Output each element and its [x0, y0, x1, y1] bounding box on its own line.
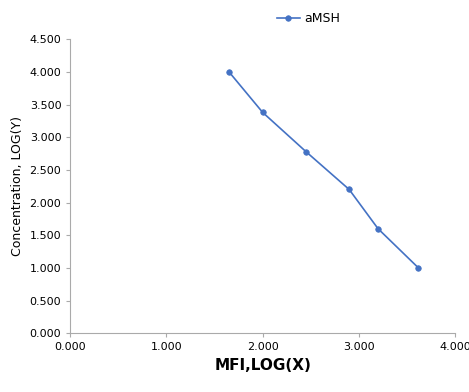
aMSH	[346, 187, 352, 192]
aMSH	[303, 149, 309, 154]
aMSH	[226, 69, 232, 74]
aMSH	[260, 110, 265, 115]
aMSH	[375, 226, 381, 231]
Line: aMSH: aMSH	[226, 69, 421, 270]
aMSH	[416, 265, 421, 270]
Legend: aMSH: aMSH	[272, 7, 346, 30]
X-axis label: MFI,LOG(X): MFI,LOG(X)	[214, 358, 311, 373]
Y-axis label: Concentration, LOG(Y): Concentration, LOG(Y)	[11, 116, 24, 256]
